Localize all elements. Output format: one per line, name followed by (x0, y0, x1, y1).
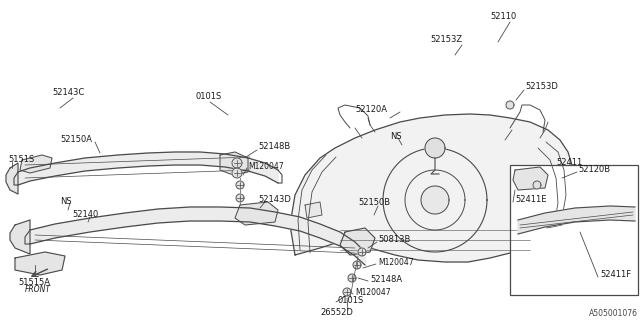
Text: FRONT: FRONT (25, 285, 51, 294)
Text: 52120B: 52120B (578, 165, 610, 174)
Text: 0101S: 0101S (196, 92, 222, 101)
Polygon shape (343, 288, 351, 296)
Text: 52411F: 52411F (600, 270, 631, 279)
Polygon shape (533, 181, 541, 189)
Text: 52411: 52411 (556, 158, 582, 167)
Polygon shape (305, 202, 322, 218)
Polygon shape (235, 202, 278, 225)
Polygon shape (506, 101, 514, 109)
Polygon shape (236, 181, 244, 189)
Polygon shape (15, 252, 65, 275)
Text: NS: NS (60, 197, 72, 206)
Polygon shape (10, 220, 30, 254)
Text: 52143D: 52143D (258, 195, 291, 204)
Text: 52150A: 52150A (60, 135, 92, 144)
Text: 0101S: 0101S (338, 296, 364, 305)
Text: M120047: M120047 (248, 162, 284, 171)
Text: 50813B: 50813B (378, 235, 410, 244)
Polygon shape (353, 261, 361, 269)
Polygon shape (236, 194, 244, 202)
Polygon shape (20, 155, 52, 173)
Polygon shape (290, 114, 572, 262)
Text: 51515A: 51515A (18, 278, 50, 287)
Polygon shape (421, 186, 449, 214)
Polygon shape (18, 152, 278, 185)
Polygon shape (358, 248, 366, 256)
Text: 52120A: 52120A (355, 105, 387, 114)
Text: M120047: M120047 (355, 288, 390, 297)
Polygon shape (513, 167, 548, 190)
Text: 52153D: 52153D (525, 82, 558, 91)
Text: NS: NS (390, 132, 402, 141)
Text: 52148B: 52148B (258, 142, 291, 151)
Text: 5151S: 5151S (8, 155, 35, 164)
Polygon shape (518, 206, 635, 234)
Text: 52143C: 52143C (52, 88, 84, 97)
Polygon shape (348, 274, 356, 282)
Polygon shape (340, 228, 375, 255)
Text: 52150B: 52150B (358, 198, 390, 207)
Polygon shape (545, 212, 562, 228)
Polygon shape (6, 163, 18, 194)
Polygon shape (425, 138, 445, 158)
Text: 52411E: 52411E (515, 195, 547, 204)
Text: 52110: 52110 (490, 12, 516, 21)
Text: 52140: 52140 (72, 210, 99, 219)
Text: M120047: M120047 (378, 258, 413, 267)
Polygon shape (220, 152, 248, 175)
Text: 26552D: 26552D (320, 308, 353, 317)
Bar (510, 165, 638, 295)
Text: 52148A: 52148A (370, 275, 402, 284)
Polygon shape (232, 168, 242, 178)
Text: A505001076: A505001076 (589, 309, 638, 318)
Polygon shape (30, 207, 365, 265)
Polygon shape (232, 158, 242, 168)
Text: 52153Z: 52153Z (430, 35, 462, 44)
